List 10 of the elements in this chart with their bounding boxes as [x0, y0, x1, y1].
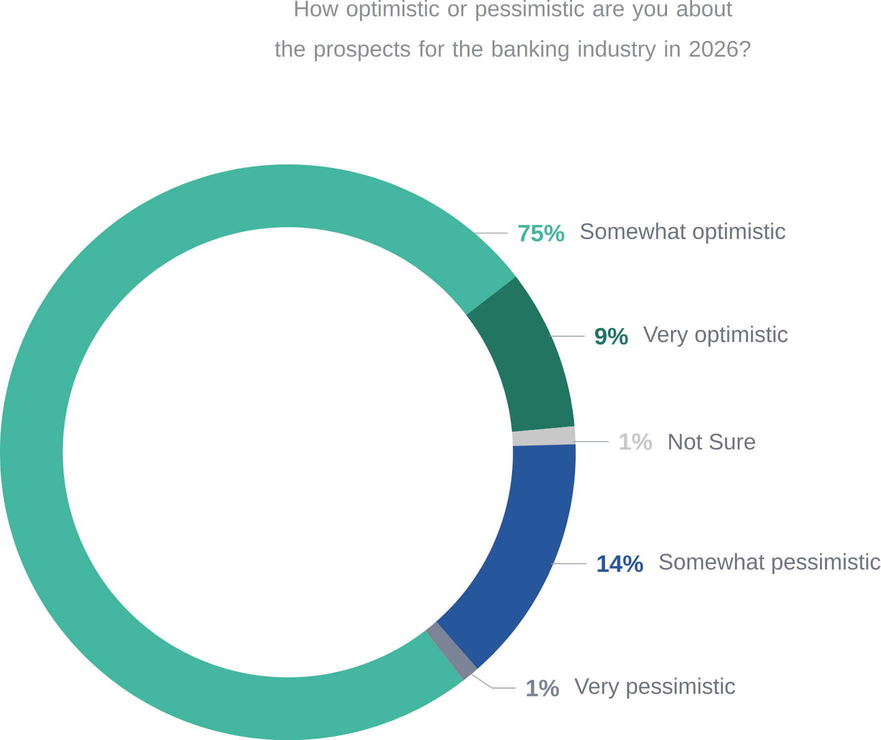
slice-label: Somewhat pessimistic [659, 553, 880, 574]
chart-title: How optimistic or pessimistic are you about the prospects for the banking industry in 2026? [274, 0, 750, 62]
data-label: 1% [526, 680, 559, 696]
slice-label: Somewhat optimistic [580, 222, 786, 244]
slice-label: Very optimistic [643, 326, 788, 347]
data-label: 9% [595, 328, 628, 344]
data-label: 75% [518, 224, 564, 242]
slice-label: Not Sure [669, 434, 756, 450]
slice-label: Very pessimistic [574, 677, 736, 698]
data-label: 14% [598, 555, 644, 572]
